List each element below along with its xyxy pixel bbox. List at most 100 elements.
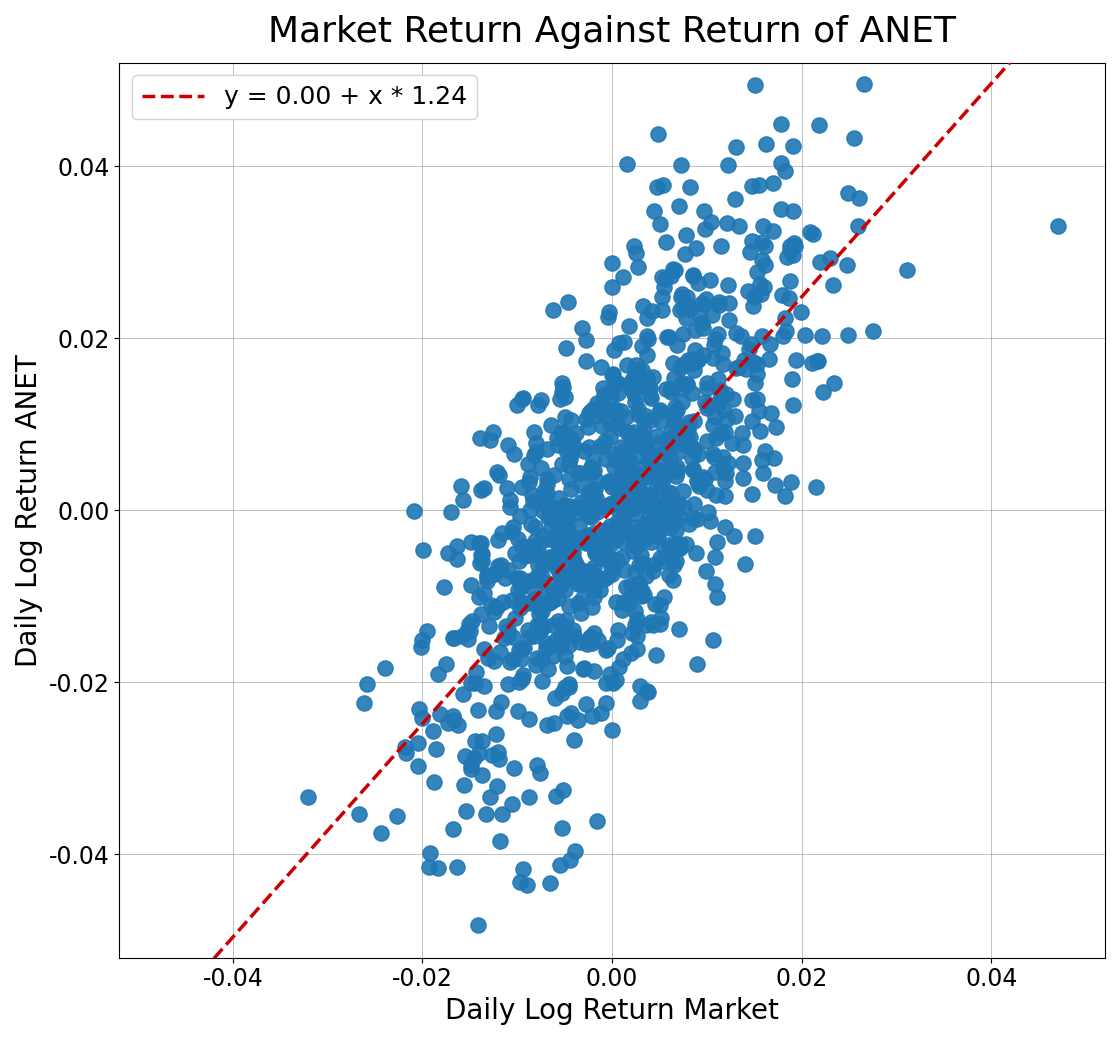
Point bbox=[662, 384, 680, 400]
Point bbox=[678, 227, 696, 243]
Point bbox=[633, 378, 651, 394]
Point bbox=[626, 617, 644, 633]
Point bbox=[562, 704, 580, 721]
Point bbox=[624, 490, 642, 506]
Point bbox=[665, 511, 683, 527]
Point bbox=[554, 569, 572, 586]
Point bbox=[637, 529, 655, 546]
Point bbox=[488, 532, 506, 549]
Point bbox=[513, 579, 531, 596]
Point bbox=[485, 566, 503, 582]
Point bbox=[586, 480, 604, 497]
Point bbox=[637, 408, 655, 424]
Point bbox=[668, 538, 685, 554]
Point bbox=[625, 518, 643, 535]
Point bbox=[676, 356, 694, 372]
Point bbox=[743, 412, 760, 428]
Point bbox=[668, 401, 685, 418]
Point bbox=[673, 301, 691, 317]
Point bbox=[780, 289, 797, 306]
Point bbox=[584, 484, 601, 500]
Point bbox=[681, 178, 699, 194]
Point bbox=[603, 495, 620, 512]
Point bbox=[669, 541, 687, 557]
Point bbox=[467, 664, 485, 680]
Point bbox=[613, 462, 631, 478]
Point bbox=[584, 572, 601, 589]
Point bbox=[463, 674, 480, 691]
Point bbox=[616, 442, 634, 459]
Point bbox=[398, 745, 416, 761]
Point bbox=[512, 651, 530, 668]
Point bbox=[597, 695, 615, 711]
Point bbox=[596, 433, 614, 449]
Point bbox=[734, 424, 752, 441]
Point bbox=[513, 478, 531, 495]
Point bbox=[655, 279, 673, 295]
Point bbox=[601, 387, 619, 404]
Point bbox=[653, 289, 671, 306]
Point bbox=[523, 487, 541, 503]
Point bbox=[455, 777, 473, 794]
Point bbox=[552, 576, 570, 593]
Point bbox=[838, 257, 856, 274]
Point bbox=[536, 634, 554, 651]
Point bbox=[439, 714, 457, 731]
Point bbox=[561, 529, 579, 546]
Point bbox=[478, 569, 496, 586]
Point bbox=[512, 573, 530, 590]
Point bbox=[571, 604, 589, 621]
Point bbox=[628, 610, 646, 627]
Point bbox=[503, 796, 521, 812]
Point bbox=[590, 438, 608, 454]
Point bbox=[618, 357, 636, 373]
Point bbox=[473, 483, 491, 499]
Point bbox=[473, 552, 491, 569]
Point bbox=[632, 547, 650, 564]
Point bbox=[547, 632, 564, 649]
Point bbox=[607, 594, 625, 610]
Point bbox=[522, 595, 540, 612]
Point bbox=[740, 243, 758, 260]
Point bbox=[558, 425, 576, 442]
Point bbox=[531, 765, 549, 782]
Point bbox=[681, 515, 699, 531]
Point bbox=[587, 489, 605, 505]
Point bbox=[588, 394, 606, 411]
Point bbox=[666, 262, 684, 279]
Point bbox=[557, 648, 575, 665]
Point bbox=[561, 441, 579, 458]
Point bbox=[552, 638, 570, 654]
Point bbox=[511, 599, 529, 616]
Point bbox=[463, 577, 480, 594]
Point bbox=[576, 659, 594, 676]
Point bbox=[629, 361, 647, 378]
Point bbox=[525, 627, 543, 644]
Point bbox=[665, 509, 683, 525]
Point bbox=[735, 437, 753, 453]
Point bbox=[584, 451, 601, 468]
Point bbox=[500, 675, 517, 692]
Point bbox=[679, 352, 697, 368]
Point bbox=[840, 185, 858, 202]
Point bbox=[454, 685, 472, 702]
Point bbox=[661, 520, 679, 537]
Point bbox=[709, 396, 727, 413]
Point bbox=[616, 490, 634, 506]
Point bbox=[531, 536, 549, 552]
Point bbox=[784, 397, 802, 414]
Point bbox=[531, 623, 549, 640]
Point bbox=[698, 290, 716, 307]
Point bbox=[617, 459, 635, 475]
Point bbox=[633, 582, 651, 599]
Point bbox=[529, 756, 547, 773]
Point bbox=[809, 353, 827, 369]
Point bbox=[488, 599, 506, 616]
Point bbox=[562, 480, 580, 497]
Point bbox=[594, 380, 612, 396]
Point bbox=[709, 370, 727, 387]
Point bbox=[864, 322, 881, 339]
Point bbox=[585, 589, 603, 605]
Point bbox=[582, 459, 600, 475]
Point bbox=[588, 503, 606, 520]
